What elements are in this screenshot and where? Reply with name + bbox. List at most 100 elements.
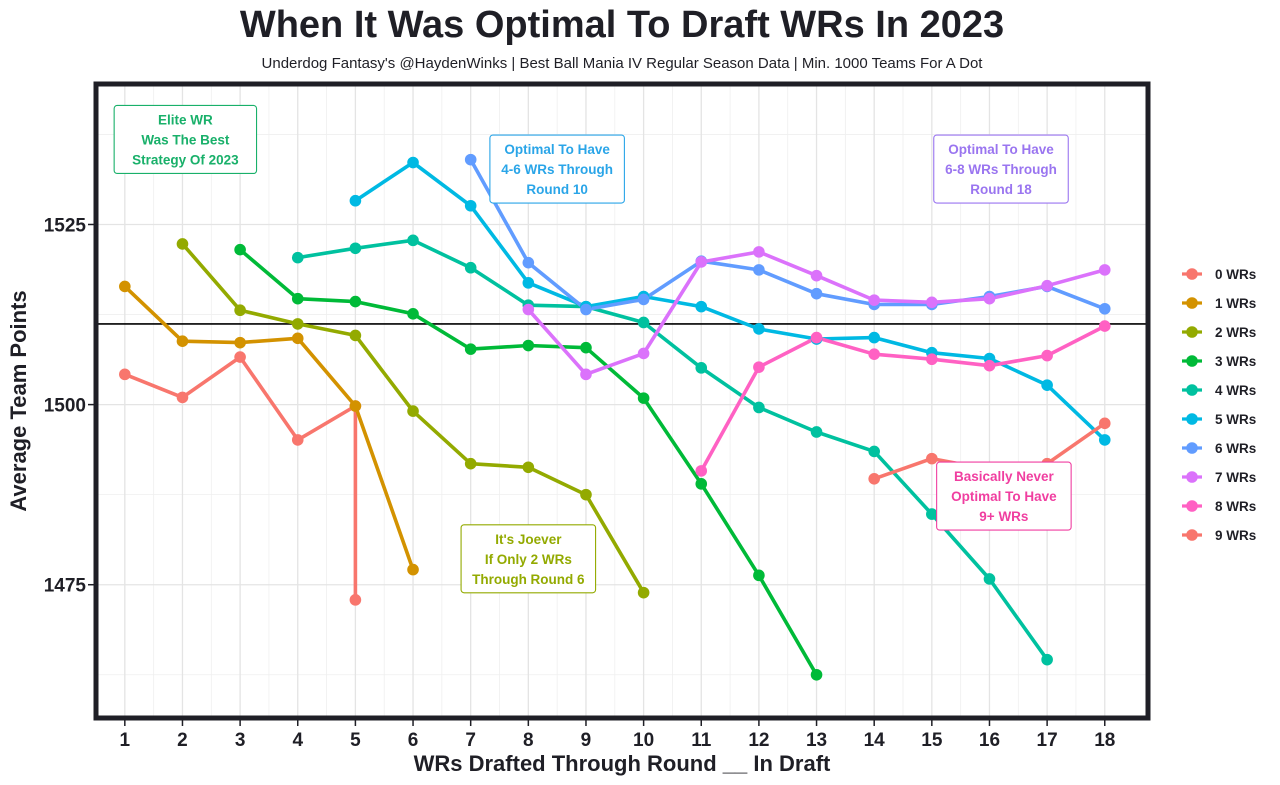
data-point-7-wrs-3 <box>637 347 650 360</box>
annotation-text-line: Basically Never <box>954 469 1055 484</box>
data-point-4-wrs-14 <box>1041 653 1053 666</box>
data-point-3-wrs-1 <box>234 243 246 256</box>
data-point-5-wrs-2 <box>407 156 419 169</box>
data-point-8-wrs-4 <box>868 348 880 360</box>
annotation-box <box>113 104 258 175</box>
data-point-4-wrs-3 <box>407 234 419 247</box>
data-point-3-wrs-4 <box>407 308 419 320</box>
data-point-5-wrs-10 <box>868 331 880 344</box>
data-point-2-wrs-9 <box>637 586 650 599</box>
data-point-7-wrs-8 <box>926 296 938 309</box>
data-point-3-wrs-6 <box>522 339 535 352</box>
minor-gridlines <box>96 84 1148 718</box>
series-line-4-wrs <box>295 238 1049 662</box>
data-point-3-wrs-2 <box>291 292 304 305</box>
annotation-box <box>936 461 1072 531</box>
data-point-1-wrs-4 <box>291 332 304 345</box>
legend-key-dot <box>1186 384 1198 396</box>
legend-label: 0 WRs <box>1215 267 1256 282</box>
data-point-4-wrs-2 <box>349 242 362 255</box>
data-point-4-wrs-13 <box>983 573 996 585</box>
legend-key-dot <box>1186 297 1198 309</box>
legend-key-dot <box>1186 500 1198 512</box>
annotation-text-line: Round 10 <box>526 182 588 197</box>
annotation-text-line: Optimal To Have <box>504 142 610 157</box>
data-point-1-wrs-6 <box>407 563 419 576</box>
data-point-8-wrs-8 <box>1098 320 1111 332</box>
y-tick-label-1525: 1525 <box>44 215 87 236</box>
x-tick-label-4: 4 <box>292 730 303 751</box>
annotation-4: It's Joever If Only 2 WRs Through Round 6 <box>460 524 597 594</box>
data-point-7-wrs-2 <box>580 368 592 381</box>
y-tick-label-1475: 1475 <box>44 576 87 597</box>
data-point-8-wrs-3 <box>810 331 823 344</box>
legend-label: 6 WRs <box>1215 441 1256 456</box>
annotation-text-line: Optimal To Have <box>951 489 1057 504</box>
data-point-7-wrs-5 <box>753 246 765 258</box>
chart-subtitle: Underdog Fantasy's @HaydenWinks | Best B… <box>262 55 984 72</box>
x-tick-label-10: 10 <box>633 730 654 751</box>
legend-label: 1 WRs <box>1215 296 1256 311</box>
data-point-6-wrs-6 <box>753 264 765 276</box>
data-point-0-wrs-2 <box>176 391 189 404</box>
data-point-9-wrs-2 <box>926 452 938 465</box>
data-point-4-wrs-8 <box>695 362 708 374</box>
series-line-8-wrs <box>699 324 1107 473</box>
data-point-4-wrs-4 <box>464 261 477 274</box>
annotation-text-line: 4-6 WRs Through <box>501 162 613 177</box>
data-point-1-wrs-3 <box>234 336 246 349</box>
x-tick-label-1: 1 <box>120 730 131 751</box>
data-point-3-wrs-8 <box>637 392 650 404</box>
annotation-text-line: Elite WR <box>158 112 213 127</box>
legend-item-4-wrs: 4 WRs <box>1182 383 1256 398</box>
x-tick-label-18: 18 <box>1094 730 1115 751</box>
data-point-7-wrs-10 <box>1041 279 1053 292</box>
data-point-7-wrs-7 <box>868 294 880 306</box>
annotation-text-line: Optimal To Have <box>948 142 1054 157</box>
series-points <box>119 153 1111 681</box>
data-point-8-wrs-2 <box>753 361 765 373</box>
legend-key-dot <box>1186 442 1198 454</box>
legend-key-dot <box>1186 471 1198 483</box>
annotation-text-line: 6-8 WRs Through <box>945 162 1057 177</box>
data-point-7-wrs-6 <box>810 269 823 282</box>
legend-item-7-wrs: 7 WRs <box>1182 470 1256 485</box>
data-point-4-wrs-10 <box>810 426 823 438</box>
x-tick-label-15: 15 <box>921 730 943 751</box>
annotation-text-line: Strategy Of 2023 <box>132 152 239 167</box>
data-point-5-wrs-4 <box>522 277 535 289</box>
legend-label: 8 WRs <box>1215 499 1256 514</box>
data-point-3-wrs-10 <box>753 569 765 582</box>
data-point-4-wrs-12 <box>926 508 938 520</box>
annotation-3: Optimal To Have 6-8 WRs Through Round 18 <box>933 134 1069 204</box>
data-point-9-wrs-5 <box>1098 417 1111 430</box>
legend-item-0-wrs: 0 WRs <box>1182 267 1256 282</box>
data-point-3-wrs-7 <box>580 341 592 354</box>
annotation-5: Basically Never Optimal To Have 9+ WRs <box>936 461 1072 531</box>
legend-label: 7 WRs <box>1215 470 1256 485</box>
data-point-3-wrs-3 <box>349 295 362 308</box>
x-axis-ticks: 1 2 3 4 5 6 7 8 9 10 11 12 13 14 15 16 17 18 <box>120 720 1115 751</box>
series-line-5-wrs <box>353 160 1107 442</box>
data-point-3-wrs-9 <box>695 478 708 490</box>
data-point-2-wrs-2 <box>234 304 246 317</box>
x-tick-label-14: 14 <box>864 730 886 751</box>
plot-panel-border <box>93 81 1151 721</box>
data-point-3-wrs-11 <box>810 668 823 681</box>
data-point-5-wrs-7 <box>695 300 708 313</box>
y-tick-label-1500: 1500 <box>44 396 86 417</box>
annotation-1: Elite WR Was The Best Strategy Of 2023 <box>113 104 258 175</box>
x-tick-label-17: 17 <box>1037 730 1058 751</box>
legend-key-dot <box>1186 355 1198 367</box>
legend-item-8-wrs: 8 WRs <box>1182 499 1256 514</box>
data-point-7-wrs-9 <box>983 292 996 305</box>
data-point-6-wrs-4 <box>637 293 650 306</box>
legend: 0 WRs 1 WRs 2 WRs 3 WRs 4 WRs 5 WRs 6 WRs 7 WRs… <box>1182 267 1256 543</box>
legend-key-dot <box>1186 529 1198 541</box>
data-point-9-wrs-1 <box>868 473 880 485</box>
y-axis-title: Average Team Points <box>6 290 31 511</box>
data-point-8-wrs-6 <box>983 359 996 372</box>
data-point-0-wrs-3 <box>234 351 246 363</box>
chart-title: When It Was Optimal To Draft WRs In 2023 <box>240 4 1004 46</box>
data-point-2-wrs-4 <box>349 329 362 342</box>
